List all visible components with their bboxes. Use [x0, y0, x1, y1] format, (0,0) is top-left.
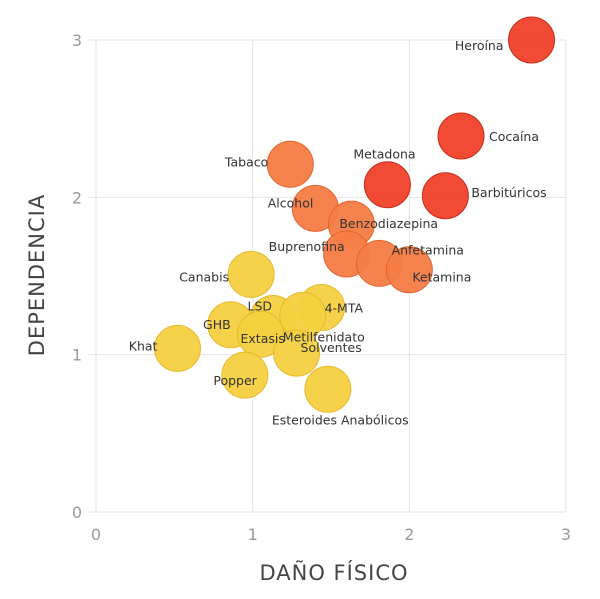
bubble-label: Cocaína [489, 129, 539, 144]
bubble-label: Canabis [179, 269, 229, 284]
bubble-popper [221, 351, 269, 399]
bubble-label: Khat [129, 338, 158, 353]
bubble-canabis [227, 250, 275, 298]
bubble-label: Buprenofina [269, 239, 345, 254]
bubble-esteroides-anab-licos [304, 365, 352, 413]
x-tick-label: 3 [561, 525, 571, 544]
bubble-tabaco [266, 140, 314, 188]
bubble-coca-na [437, 112, 485, 160]
bubble-label: Ketamina [412, 270, 471, 285]
y-tick-label: 1 [72, 346, 82, 365]
bubble-label: GHB [203, 317, 231, 332]
x-tick-label: 2 [404, 525, 414, 544]
bubble-label: Tabaco [224, 154, 268, 169]
bubble-label: Extasis [241, 331, 285, 346]
bubble-barbit-ricos [421, 172, 469, 220]
bubble-label: 4-MTA [325, 300, 364, 315]
bubble-hero-na [508, 16, 556, 64]
bubble-label: Barbitúricos [471, 185, 546, 200]
bubble-label: Solventes [301, 340, 362, 355]
point-labels: Heroína Cocaína Barbitúricos Metadona Tabaco… [129, 38, 547, 427]
y-tick-label: 3 [72, 31, 82, 50]
bubble-label: LSD [248, 298, 273, 313]
bubble-ketamina [385, 246, 433, 294]
bubble-solventes [273, 329, 321, 377]
y-axis-title: DEPENDENCIA [25, 194, 49, 356]
x-tick-label: 0 [91, 525, 101, 544]
bubble-label: Alcohol [268, 195, 314, 210]
bubble-label: Metilfenidato [283, 329, 365, 344]
bubble-metadona [363, 161, 411, 209]
bubble-label: Popper [213, 373, 257, 388]
tick-labels: 0 1 2 3 0 1 2 3 [72, 31, 571, 544]
bubble-khat [153, 324, 201, 372]
x-axis-title: DAÑO FÍSICO [259, 559, 408, 585]
bubble-label: Anfetamina [392, 242, 464, 257]
bubble-label: Benzodiazepina [339, 216, 438, 231]
bubble-label: Metadona [353, 147, 415, 162]
bubble-label: Esteroides Anabólicos [272, 412, 409, 427]
bubbles [153, 16, 556, 413]
x-tick-label: 1 [248, 525, 258, 544]
grid-lines [88, 39, 567, 513]
y-tick-label: 0 [72, 503, 82, 522]
y-tick-label: 2 [72, 188, 82, 207]
bubble-label: Heroína [455, 38, 504, 53]
